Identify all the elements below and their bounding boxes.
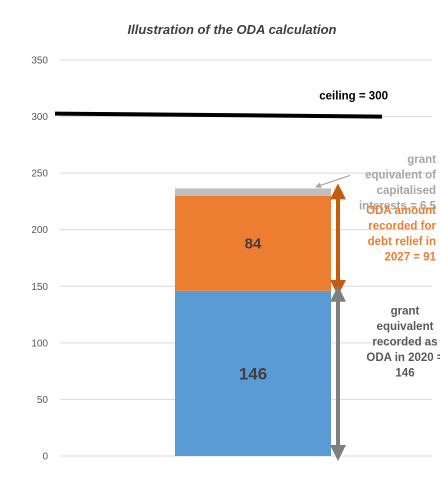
- annotations-layer: ceiling = 300 grant equivalent of capitalis…: [54, 91, 440, 461]
- annotation-line: interests = 6.5: [359, 200, 437, 212]
- annotation-line: recorded as: [372, 337, 437, 349]
- ceiling-label: ceiling = 300: [319, 91, 388, 103]
- y-tick-label: 0: [42, 452, 48, 463]
- annotation-block: grant equivalent recorded as ODA in 2020 = 1…: [366, 306, 440, 380]
- annotation-line: equivalent of: [365, 169, 436, 181]
- annotation-line: 146: [395, 368, 414, 380]
- stacked-bar: 146 84: [175, 188, 331, 456]
- interest-leader-arrow: [315, 174, 351, 189]
- annotation-line: debt relief in: [368, 236, 436, 248]
- chart-title: Illustration of the ODA calculation: [128, 22, 337, 37]
- y-tick-label: 150: [31, 282, 48, 293]
- annotation-block: grant equivalent of capitalised interests =…: [359, 154, 437, 213]
- annotation-line: ODA amount: [366, 205, 436, 217]
- annotation-line: grant: [391, 306, 420, 318]
- y-tick-label: 50: [37, 395, 49, 406]
- annotation-line: ODA in 2020 =: [366, 352, 440, 364]
- bar-segment: [175, 195, 331, 291]
- annotation-line: grant: [407, 154, 436, 166]
- y-axis-ticks: 0 50 100 150 200 250 300 350: [31, 56, 48, 463]
- annotation-line: capitalised: [377, 185, 436, 197]
- bar-segment-label: 84: [245, 236, 262, 253]
- annotation-line: equivalent: [377, 321, 434, 333]
- y-tick-label: 300: [31, 112, 48, 123]
- annotation-line: 2027 = 91: [385, 251, 437, 263]
- ceiling-line: [54, 111, 383, 119]
- y-tick-label: 200: [31, 225, 48, 236]
- y-tick-label: 250: [31, 169, 48, 180]
- annotation-block: ODA amount recorded for debt relief in 2027…: [366, 205, 436, 264]
- bar-segment: [175, 290, 331, 456]
- annotation-line: recorded for: [368, 220, 436, 232]
- bar-segment-label: 146: [239, 365, 267, 384]
- y-tick-label: 100: [31, 338, 48, 349]
- y-tick-label: 350: [31, 56, 48, 67]
- bar-segment: [175, 188, 331, 196]
